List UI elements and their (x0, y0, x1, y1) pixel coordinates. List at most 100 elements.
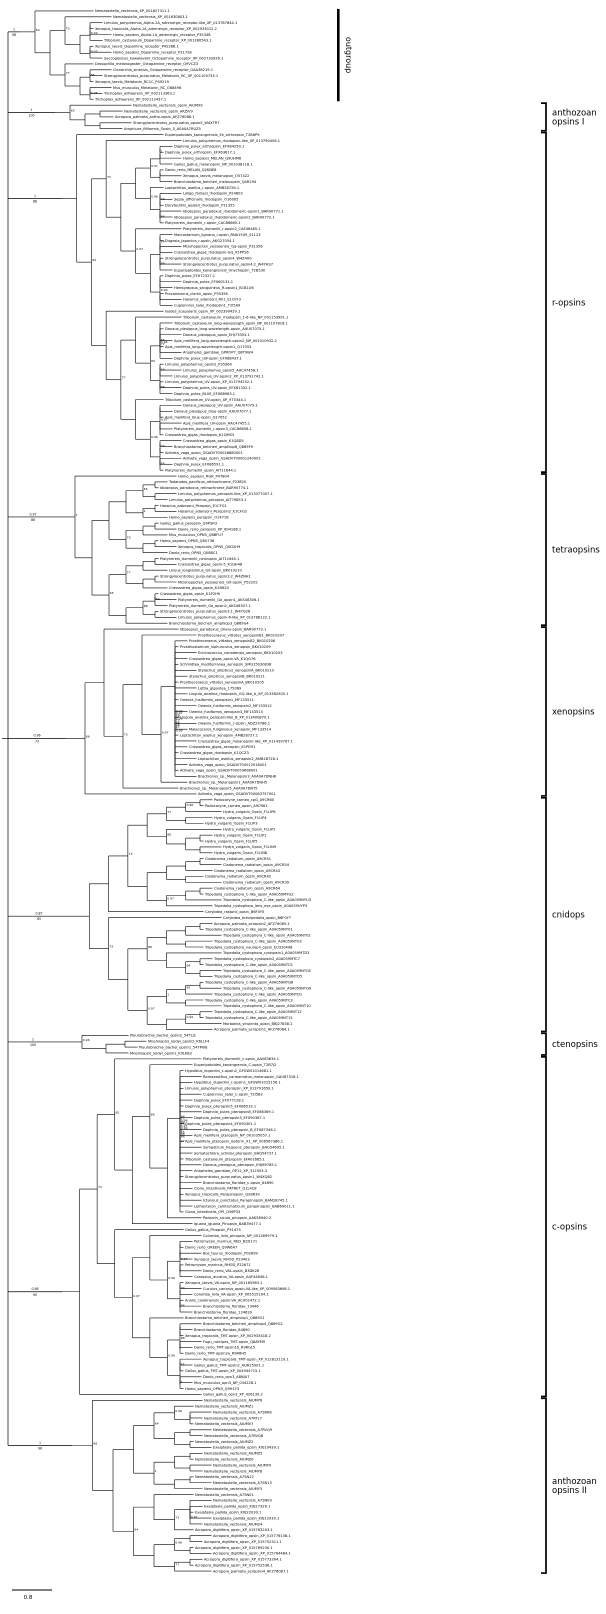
support-value: 0.97 (133, 1294, 140, 1298)
tip-label: Danio_rerio_TMT-opsin1b_R9RGL5 (194, 1346, 255, 1350)
tip-label: Trichoplax_adhaerens_XP_002112437.1 (94, 98, 166, 102)
tip-label: Nematostella_vectensis_AIUMY8 (204, 1469, 263, 1473)
tip-label: Apis_mellifera_blue-opsin_Q17052 (165, 415, 227, 419)
support-value: 0.99 (176, 728, 183, 732)
tip-label: Nematostella_vectensis_AIUMY6 (204, 1399, 263, 1403)
tip-label: Crassostrea_gigas_rhodopsin_K1QMS3 (165, 433, 234, 437)
tip-label: Gallus_gallus_TMT-opsin2_AQR25001.1 (194, 1363, 264, 1367)
tip-label: Mizuhopecten_yessoensis_Gq-opsin_P31356 (183, 245, 263, 249)
tip-label: Apis_mellifera_long-wavelength-opsin1_Q1… (165, 345, 251, 349)
tip-label: Tripedalia_cystophora_C-like_opsin_A0A05… (204, 928, 293, 932)
tip-label: Nematostella_vectensis_A7RVQ9 (213, 1428, 273, 1432)
support-value: 73 (107, 175, 111, 179)
tip-label: Tripedalia_cystophora_C-like_opsin_A0A05… (213, 1010, 302, 1014)
tip-label: Daphnia_pulex_EFX72327.1 (165, 274, 215, 278)
support-value: 90 (33, 1293, 37, 1297)
tip-label: Owenia_fusiformis_xenopsin2_MF133512 (198, 704, 272, 708)
support-value: 64 (176, 721, 180, 725)
tip-label: Danio_rerio_MELAN_Q2KNE8 (165, 168, 217, 172)
tip-label: Danaus_plexippus_opsin_EHJ73353.1 (183, 333, 250, 337)
tip-label: Tripedalia_cystophora_neuropil_opsin_EU3… (204, 945, 293, 949)
tip-label: Ciona_intestinalis_PATRET_Q1L4C8 (194, 1187, 257, 1191)
tip-label: Podarcis_sicula_pinopsin_AAK58940.2 (203, 1216, 271, 1220)
tip-label: Lingula_anatina_rhodopsin_GQ-like_A_XP_0… (189, 692, 288, 696)
tip-label: Schmidtea_mediterranea_xenopsin_SMU15030… (180, 663, 272, 667)
tip-label: Nematostella_vectensis_AIUMZ5 (204, 1452, 262, 1456)
tip-label: Nematostella_vectensis_A7SRK8 (213, 1410, 272, 1414)
support-value: 88 (93, 1441, 97, 1445)
tip-label: Danaus_plexippus_pteropsin_EHJ69785.1 (203, 1163, 277, 1167)
tip-label: Crassostrea_gigas_opsin_K1R620 (169, 586, 230, 590)
tip-label: Sepia_officinalis_rhodopsin_O16005 (174, 198, 238, 202)
tip-label: Nematostella_vectensis_AIUMV7 (195, 1422, 253, 1426)
tip-label: Brachionus_sp._Melanopsin3_A0A0A7DNH8 (198, 775, 277, 779)
tip-label: Tripedalia_cystophora_lens_eye_opsin_A0A… (213, 904, 307, 908)
support-value: 73 (98, 1185, 102, 1189)
support-value: 77 (176, 719, 180, 723)
tip-label: Xenopus_tropicalis_TMT-opsin_XP_01281311… (203, 1357, 289, 1361)
tip-label: Cladonema_radiatum_opsin_A9CR51 (205, 857, 271, 861)
support-value: 88 (144, 604, 148, 608)
tip-label: Crassostrea_gigas_opsin-VA_K1QG76 (189, 657, 256, 661)
support-value: 0.97 (176, 711, 183, 715)
tip-label: Tripedalia_cystophora_cystopsin2_A0A059M… (213, 957, 300, 961)
tip-label: Amphiura_filiformis_Opsin_5_A0A0A7RUZ5 (124, 127, 201, 131)
support-value: 73 (66, 27, 70, 31)
support-value: 86 (181, 1304, 185, 1308)
support-value: 65 (144, 487, 148, 491)
support-value: 86 (161, 462, 165, 466)
clade-bracket (541, 102, 547, 132)
support-value: 1 (167, 992, 169, 996)
support-value: 86 (86, 734, 90, 738)
tip-label: Acropora_digitifera_opsin_XP_015752536.1 (195, 1563, 273, 1567)
tip-label: Acropora_digitifera_opsin_XP_015752311.1 (204, 1540, 282, 1544)
tip-label: Danaus_plexippus_UV-opsin_AAU07079.1 (183, 404, 258, 408)
support-value: 86 (91, 73, 95, 77)
tip-label: Prostheceraeus_vittatus_xenopsinB2_BK010… (189, 639, 276, 643)
tip-label: Tribolium_castaneum_pteropsin_EFA01685.1 (184, 1157, 265, 1161)
support-value: 0.96 (33, 734, 40, 738)
tip-label: Prostheceraeus_vittatus_xenopsinA_BK0102… (180, 680, 264, 684)
tip-label: Malacoceros_fuliginosus_xenopsin_MF13351… (189, 727, 272, 731)
support-value: 86 (31, 518, 35, 522)
tip-label: Tripedalia_cystophora_C-like_opsin_A0A05… (222, 987, 312, 991)
support-value: 0.96 (83, 1038, 90, 1042)
support-value: 0.97 (161, 418, 168, 422)
tip-label: Hydra_vulgaris_Opsin_F1LIP4 (214, 816, 267, 820)
support-value: 73 (127, 535, 131, 539)
tip-label: Danio_rerio_VAL-opsin_B3DK28 (203, 1269, 260, 1273)
support-value: 0.96 (168, 1276, 175, 1280)
tip-label: Crassostrea_gigas_rhodopsin-GQ_K1PP26 (174, 251, 249, 255)
tip-label: Nematostella_vectensis_XP_001630803.1 (113, 15, 188, 19)
tip-label: Homo_sapiens_Alpha-1A_adrenergic_recepto… (113, 33, 211, 37)
support-value: 0.97 (151, 164, 158, 168)
tip-label: Lineus_longissimus_G0-opsin_BK019210 (169, 569, 242, 573)
tip-label: Tribolium_castaneum_UV-opsin_XP_970344.1 (164, 398, 246, 402)
support-value: 65 (116, 1110, 120, 1114)
tip-label: Stylochus_ellipticus_xenopsinB_BK010211 (189, 674, 265, 678)
support-value: 0.97 (91, 50, 98, 54)
tip-label: Strongylocentrotus_purpuratus_opsin4_W4Z… (165, 257, 252, 261)
tip-label: Tripedalia_cystophora_C-like_opsin_A0A05… (222, 934, 311, 938)
tip-label: Hydra_vulgaris_Opsin_F1LIP1 (214, 833, 267, 837)
tip-label: Acropora_palmata_acropsin2_AFZ76085.1 (214, 922, 290, 926)
tip-label: Stylochus_ellipticus_xenopsinA_BK010210 (198, 669, 275, 673)
tip-label: Xenopus_tropicalis_TMT-opsin_XP_00293341… (185, 1334, 271, 1338)
support-value: 73 (181, 1122, 185, 1126)
tip-label: Daphnia_pulex_LW-opsin_EFX88437.1 (174, 357, 242, 361)
tip-label: Daphnia_pulex_arthropsin_EFX84250.1 (174, 145, 244, 149)
support-value: 88 (161, 385, 165, 389)
tip-label: Tripedalia_cystophora_C-like_opsin_A0A05… (204, 963, 293, 967)
support-value: 0.97 (29, 512, 36, 516)
tip-label: Hydra_vulgaris_Opsin_F1LIP5 (205, 839, 258, 843)
support-value: 0.99 (181, 1126, 188, 1130)
tip-label: Daphnia_pulex_arthropsin_EFX63617.1 (165, 151, 235, 155)
tip-label: Euperipatoides_kanangrensis_Onychopsin_T… (174, 268, 266, 272)
tip-label: Nematostella_vectensis_opsin_AIUM99 (133, 103, 203, 107)
support-value: 65 (181, 1130, 185, 1134)
tip-label: Nematostella_vectensis_AIUM24 (204, 1522, 263, 1526)
tip-label: Tripedalia_cystophora_C-like_opsin_A0A05… (204, 981, 294, 985)
tip-label: Nematostella_vectensis_A7SN12 (195, 1475, 254, 1479)
support-value: 77 (167, 810, 171, 814)
